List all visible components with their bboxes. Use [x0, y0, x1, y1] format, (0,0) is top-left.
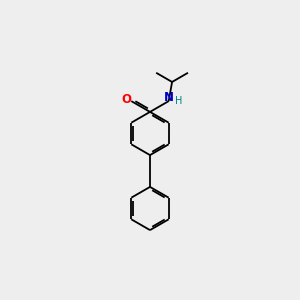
Text: N: N — [164, 91, 174, 104]
Text: O: O — [121, 93, 131, 106]
Text: H: H — [175, 96, 182, 106]
